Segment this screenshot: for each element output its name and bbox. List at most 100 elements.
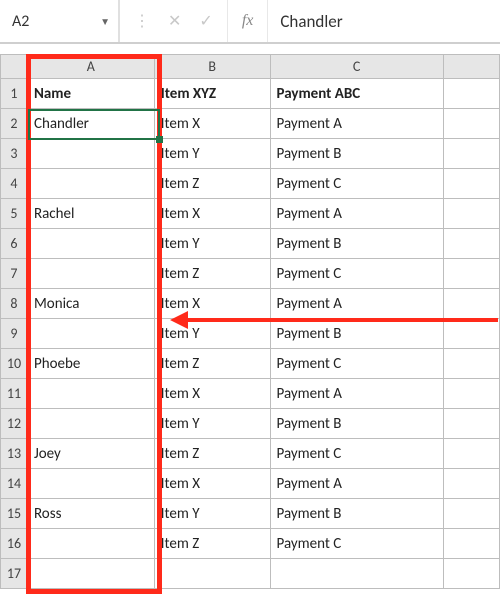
cell-c11[interactable]: Payment A [270, 379, 443, 409]
cell-b14[interactable]: Item X [154, 469, 270, 499]
cell-empty[interactable] [443, 169, 499, 199]
cell-empty[interactable] [443, 79, 499, 109]
cell-c17[interactable] [270, 559, 443, 589]
cell-c9[interactable]: Payment B [270, 319, 443, 349]
row-header[interactable]: 12 [1, 409, 28, 439]
cell-c3[interactable]: Payment B [270, 139, 443, 169]
cell-empty[interactable] [443, 439, 499, 469]
row-header[interactable]: 16 [1, 529, 28, 559]
cell-empty[interactable] [443, 469, 499, 499]
cell-c12[interactable]: Payment B [270, 409, 443, 439]
row-header[interactable]: 8 [1, 289, 28, 319]
cell-a11[interactable] [27, 379, 154, 409]
cell-b7[interactable]: Item Z [154, 259, 270, 289]
cell-empty[interactable] [443, 379, 499, 409]
cell-b5[interactable]: Item X [154, 199, 270, 229]
row-header[interactable]: 13 [1, 439, 28, 469]
row-header[interactable]: 7 [1, 259, 28, 289]
col-header-c[interactable]: C [270, 55, 443, 79]
cell-b13[interactable]: Item Z [154, 439, 270, 469]
cell-b3[interactable]: Item Y [154, 139, 270, 169]
row-header[interactable]: 10 [1, 349, 28, 379]
row-header[interactable]: 14 [1, 469, 28, 499]
cell-b1[interactable]: Item XYZ [154, 79, 270, 109]
cell-b16[interactable]: Item Z [154, 529, 270, 559]
name-box[interactable]: A2 ▼ [0, 0, 120, 42]
cell-empty[interactable] [443, 199, 499, 229]
cell-b10[interactable]: Item Z [154, 349, 270, 379]
cell-a2[interactable]: Chandler [27, 109, 154, 139]
table-row: 4 Item ZPayment C [1, 169, 500, 199]
cell-c15[interactable]: Payment B [270, 499, 443, 529]
cell-empty[interactable] [443, 289, 499, 319]
cell-a15[interactable]: Ross [27, 499, 154, 529]
cell-c8[interactable]: Payment A [270, 289, 443, 319]
cell-c16[interactable]: Payment C [270, 529, 443, 559]
chevron-down-icon[interactable]: ▼ [100, 15, 110, 28]
row-header[interactable]: 6 [1, 229, 28, 259]
cell-a8[interactable]: Monica [27, 289, 154, 319]
cell-empty[interactable] [443, 499, 499, 529]
cell-empty[interactable] [443, 319, 499, 349]
cell-b6[interactable]: Item Y [154, 229, 270, 259]
row-header[interactable]: 2 [1, 109, 28, 139]
cell-c5[interactable]: Payment A [270, 199, 443, 229]
cell-b12[interactable]: Item Y [154, 409, 270, 439]
row-header[interactable]: 5 [1, 199, 28, 229]
cell-c6[interactable]: Payment B [270, 229, 443, 259]
cell-a13[interactable]: Joey [27, 439, 154, 469]
row-header[interactable]: 11 [1, 379, 28, 409]
cell-empty[interactable] [443, 409, 499, 439]
cell-c13[interactable]: Payment C [270, 439, 443, 469]
cell-a12[interactable] [27, 409, 154, 439]
cell-empty[interactable] [443, 559, 499, 589]
table-row: 11 Item XPayment A [1, 379, 500, 409]
cell-a1[interactable]: Name [27, 79, 154, 109]
cancel-icon[interactable]: ✕ [168, 11, 181, 31]
col-header-a[interactable]: A [27, 55, 154, 79]
cell-c14[interactable]: Payment A [270, 469, 443, 499]
cell-a16[interactable] [27, 529, 154, 559]
cell-b9[interactable]: Item Y [154, 319, 270, 349]
formula-input[interactable]: Chandler [268, 11, 342, 32]
cell-b15[interactable]: Item Y [154, 499, 270, 529]
row-header[interactable]: 1 [1, 79, 28, 109]
col-header-b[interactable]: B [154, 55, 270, 79]
cell-b11[interactable]: Item X [154, 379, 270, 409]
cell-c2[interactable]: Payment A [270, 109, 443, 139]
cell-a7[interactable] [27, 259, 154, 289]
cell-c10[interactable]: Payment C [270, 349, 443, 379]
table-row: 6 Item YPayment B [1, 229, 500, 259]
confirm-icon[interactable]: ✓ [199, 11, 212, 31]
cell-a17[interactable] [27, 559, 154, 589]
cell-empty[interactable] [443, 349, 499, 379]
row-header[interactable]: 9 [1, 319, 28, 349]
cell-empty[interactable] [443, 139, 499, 169]
cell-b4[interactable]: Item Z [154, 169, 270, 199]
table-row: 17 [1, 559, 500, 589]
cell-empty[interactable] [443, 259, 499, 289]
cell-c1[interactable]: Payment ABC [270, 79, 443, 109]
cell-a14[interactable] [27, 469, 154, 499]
cell-c4[interactable]: Payment C [270, 169, 443, 199]
cell-b8[interactable]: Item X [154, 289, 270, 319]
fx-label[interactable]: fx [228, 0, 269, 42]
cell-empty[interactable] [443, 229, 499, 259]
cell-b17[interactable] [154, 559, 270, 589]
cell-c7[interactable]: Payment C [270, 259, 443, 289]
row-header[interactable]: 4 [1, 169, 28, 199]
cell-a10[interactable]: Phoebe [27, 349, 154, 379]
cell-a3[interactable] [27, 139, 154, 169]
cell-a5[interactable]: Rachel [27, 199, 154, 229]
cell-a9[interactable] [27, 319, 154, 349]
cell-a4[interactable] [27, 169, 154, 199]
cell-empty[interactable] [443, 109, 499, 139]
row-header[interactable]: 17 [1, 559, 28, 589]
cell-a6[interactable] [27, 229, 154, 259]
select-all-corner[interactable] [1, 55, 28, 79]
cell-b2[interactable]: Item X [154, 109, 270, 139]
cell-empty[interactable] [443, 529, 499, 559]
col-header-d[interactable] [443, 55, 499, 79]
row-header[interactable]: 15 [1, 499, 28, 529]
row-header[interactable]: 3 [1, 139, 28, 169]
